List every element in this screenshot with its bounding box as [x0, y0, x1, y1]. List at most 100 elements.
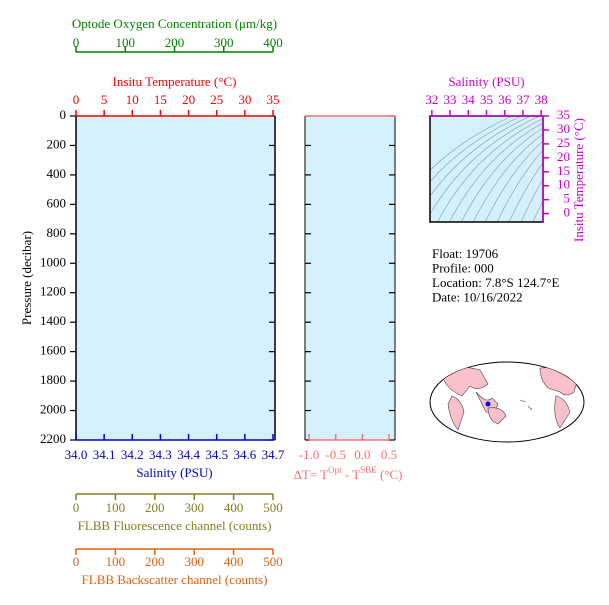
x-tick-label: 25: [210, 92, 223, 107]
axis-title: ΔT= TOpt - TSBE (°C): [294, 465, 403, 482]
y-tick-label: 600: [47, 195, 67, 210]
plot-area: [76, 116, 275, 440]
x-tick-label: 400: [263, 35, 283, 50]
x-tick-label: 200: [145, 554, 165, 569]
x-tick-label: 34.0: [65, 447, 88, 462]
x-tick-label: 30: [238, 92, 251, 107]
axis-title: Salinity (PSU): [448, 74, 524, 89]
x-tick-label: 100: [106, 500, 126, 515]
x-tick-label: 34: [462, 92, 476, 107]
x-tick-label: 300: [184, 500, 204, 515]
x-tick-label: 200: [145, 500, 165, 515]
x-tick-label: 34.3: [149, 447, 172, 462]
x-tick-label: 35: [480, 92, 493, 107]
x-tick-label: -1.0: [299, 447, 320, 462]
x-tick-label: 0: [73, 554, 80, 569]
x-tick-label: 100: [116, 35, 136, 50]
axis-title: FLBB Backscatter channel (counts): [82, 572, 268, 587]
x-tick-label: 34.1: [93, 447, 116, 462]
density-contour: [430, 116, 513, 171]
x-tick-label: -0.5: [325, 447, 346, 462]
x-tick-label: 0.5: [381, 447, 397, 462]
x-tick-label: 300: [214, 35, 234, 50]
density-contour: [532, 199, 543, 222]
axis-title: Insitu Temperature (°C): [113, 74, 237, 89]
y-tick-label: 1800: [40, 372, 66, 387]
y-tick-label: 15: [557, 163, 570, 178]
axis-title-part: Opt: [328, 465, 342, 475]
info-line: Float: 19706: [432, 246, 499, 261]
density-contour: [461, 127, 543, 222]
density-contour: [437, 118, 543, 222]
y-tick-label: 800: [47, 225, 67, 240]
y-tick-label: 35: [557, 107, 570, 122]
axis-title: Salinity (PSU): [136, 465, 212, 480]
x-tick-label: 34.4: [177, 447, 200, 462]
x-tick-label: 300: [184, 554, 204, 569]
x-tick-label: 200: [165, 35, 185, 50]
info-line: Profile: 000: [432, 260, 494, 275]
y-axis-title: Pressure (decibar): [19, 231, 34, 325]
y-tick-label: 30: [557, 121, 570, 136]
x-tick-label: 34.6: [233, 447, 256, 462]
x-tick-label: 10: [126, 92, 139, 107]
x-tick-label: 500: [263, 500, 283, 515]
x-tick-label: 38: [535, 92, 548, 107]
x-tick-label: 400: [224, 554, 244, 569]
axis-title-part: SBE: [360, 465, 377, 475]
y-tick-label: 0: [564, 205, 571, 220]
density-contour: [496, 150, 543, 222]
x-tick-label: 34.7: [262, 447, 285, 462]
y-tick-label: 0: [60, 107, 67, 122]
x-tick-label: 100: [106, 554, 126, 569]
axis-title: Optode Oxygen Concentration (μm/kg): [72, 16, 277, 31]
density-contour: [520, 178, 543, 222]
x-tick-label: 500: [263, 554, 283, 569]
density-contour: [449, 122, 543, 222]
density-contour: [484, 140, 543, 222]
density-contour: [430, 116, 523, 183]
x-tick-label: 0: [73, 35, 80, 50]
y-tick-label: 2000: [40, 402, 66, 417]
x-tick-label: 15: [154, 92, 167, 107]
axis-title-part: ΔT= T: [294, 467, 329, 482]
y-tick-label: 400: [47, 166, 67, 181]
x-tick-label: 34.2: [121, 447, 144, 462]
y-tick-label: 5: [564, 191, 571, 206]
x-tick-label: 32: [425, 92, 438, 107]
x-tick-label: 36: [498, 92, 512, 107]
x-tick-label: 0.0: [354, 447, 370, 462]
y-tick-label: 1200: [40, 284, 66, 299]
x-tick-label: 400: [224, 500, 244, 515]
float-location: [485, 401, 491, 407]
x-tick-label: 33: [444, 92, 457, 107]
x-tick-label: 0: [73, 92, 80, 107]
x-tick-label: 34.5: [205, 447, 228, 462]
y-tick-label: 10: [557, 177, 570, 192]
x-tick-label: 5: [101, 92, 108, 107]
plot-area: [305, 116, 395, 440]
x-tick-label: 20: [182, 92, 195, 107]
density-contour: [473, 133, 543, 222]
info-line: Location: 7.8°S 124.7°E: [432, 275, 559, 290]
world-map: [429, 361, 585, 443]
axis-title-part: - T: [342, 467, 361, 482]
y-tick-label: 2200: [40, 431, 66, 446]
y-axis-title: Insitu Temperature (°C): [571, 118, 586, 242]
density-contour: [430, 116, 532, 197]
y-tick-label: 1000: [40, 254, 66, 269]
axis-title-part: (°C): [377, 467, 403, 482]
y-tick-label: 1400: [40, 313, 66, 328]
y-tick-label: 20: [557, 149, 570, 164]
info-line: Date: 10/16/2022: [432, 289, 523, 304]
x-tick-label: 0: [73, 500, 80, 515]
axis-title: FLBB Fluorescence channel (counts): [78, 518, 272, 533]
y-tick-label: 200: [47, 136, 67, 151]
x-tick-label: 35: [267, 92, 280, 107]
density-contour: [508, 162, 543, 222]
x-tick-label: 37: [516, 92, 530, 107]
plot-area: [430, 116, 543, 222]
y-tick-label: 25: [557, 135, 570, 150]
y-tick-label: 1600: [40, 343, 66, 358]
